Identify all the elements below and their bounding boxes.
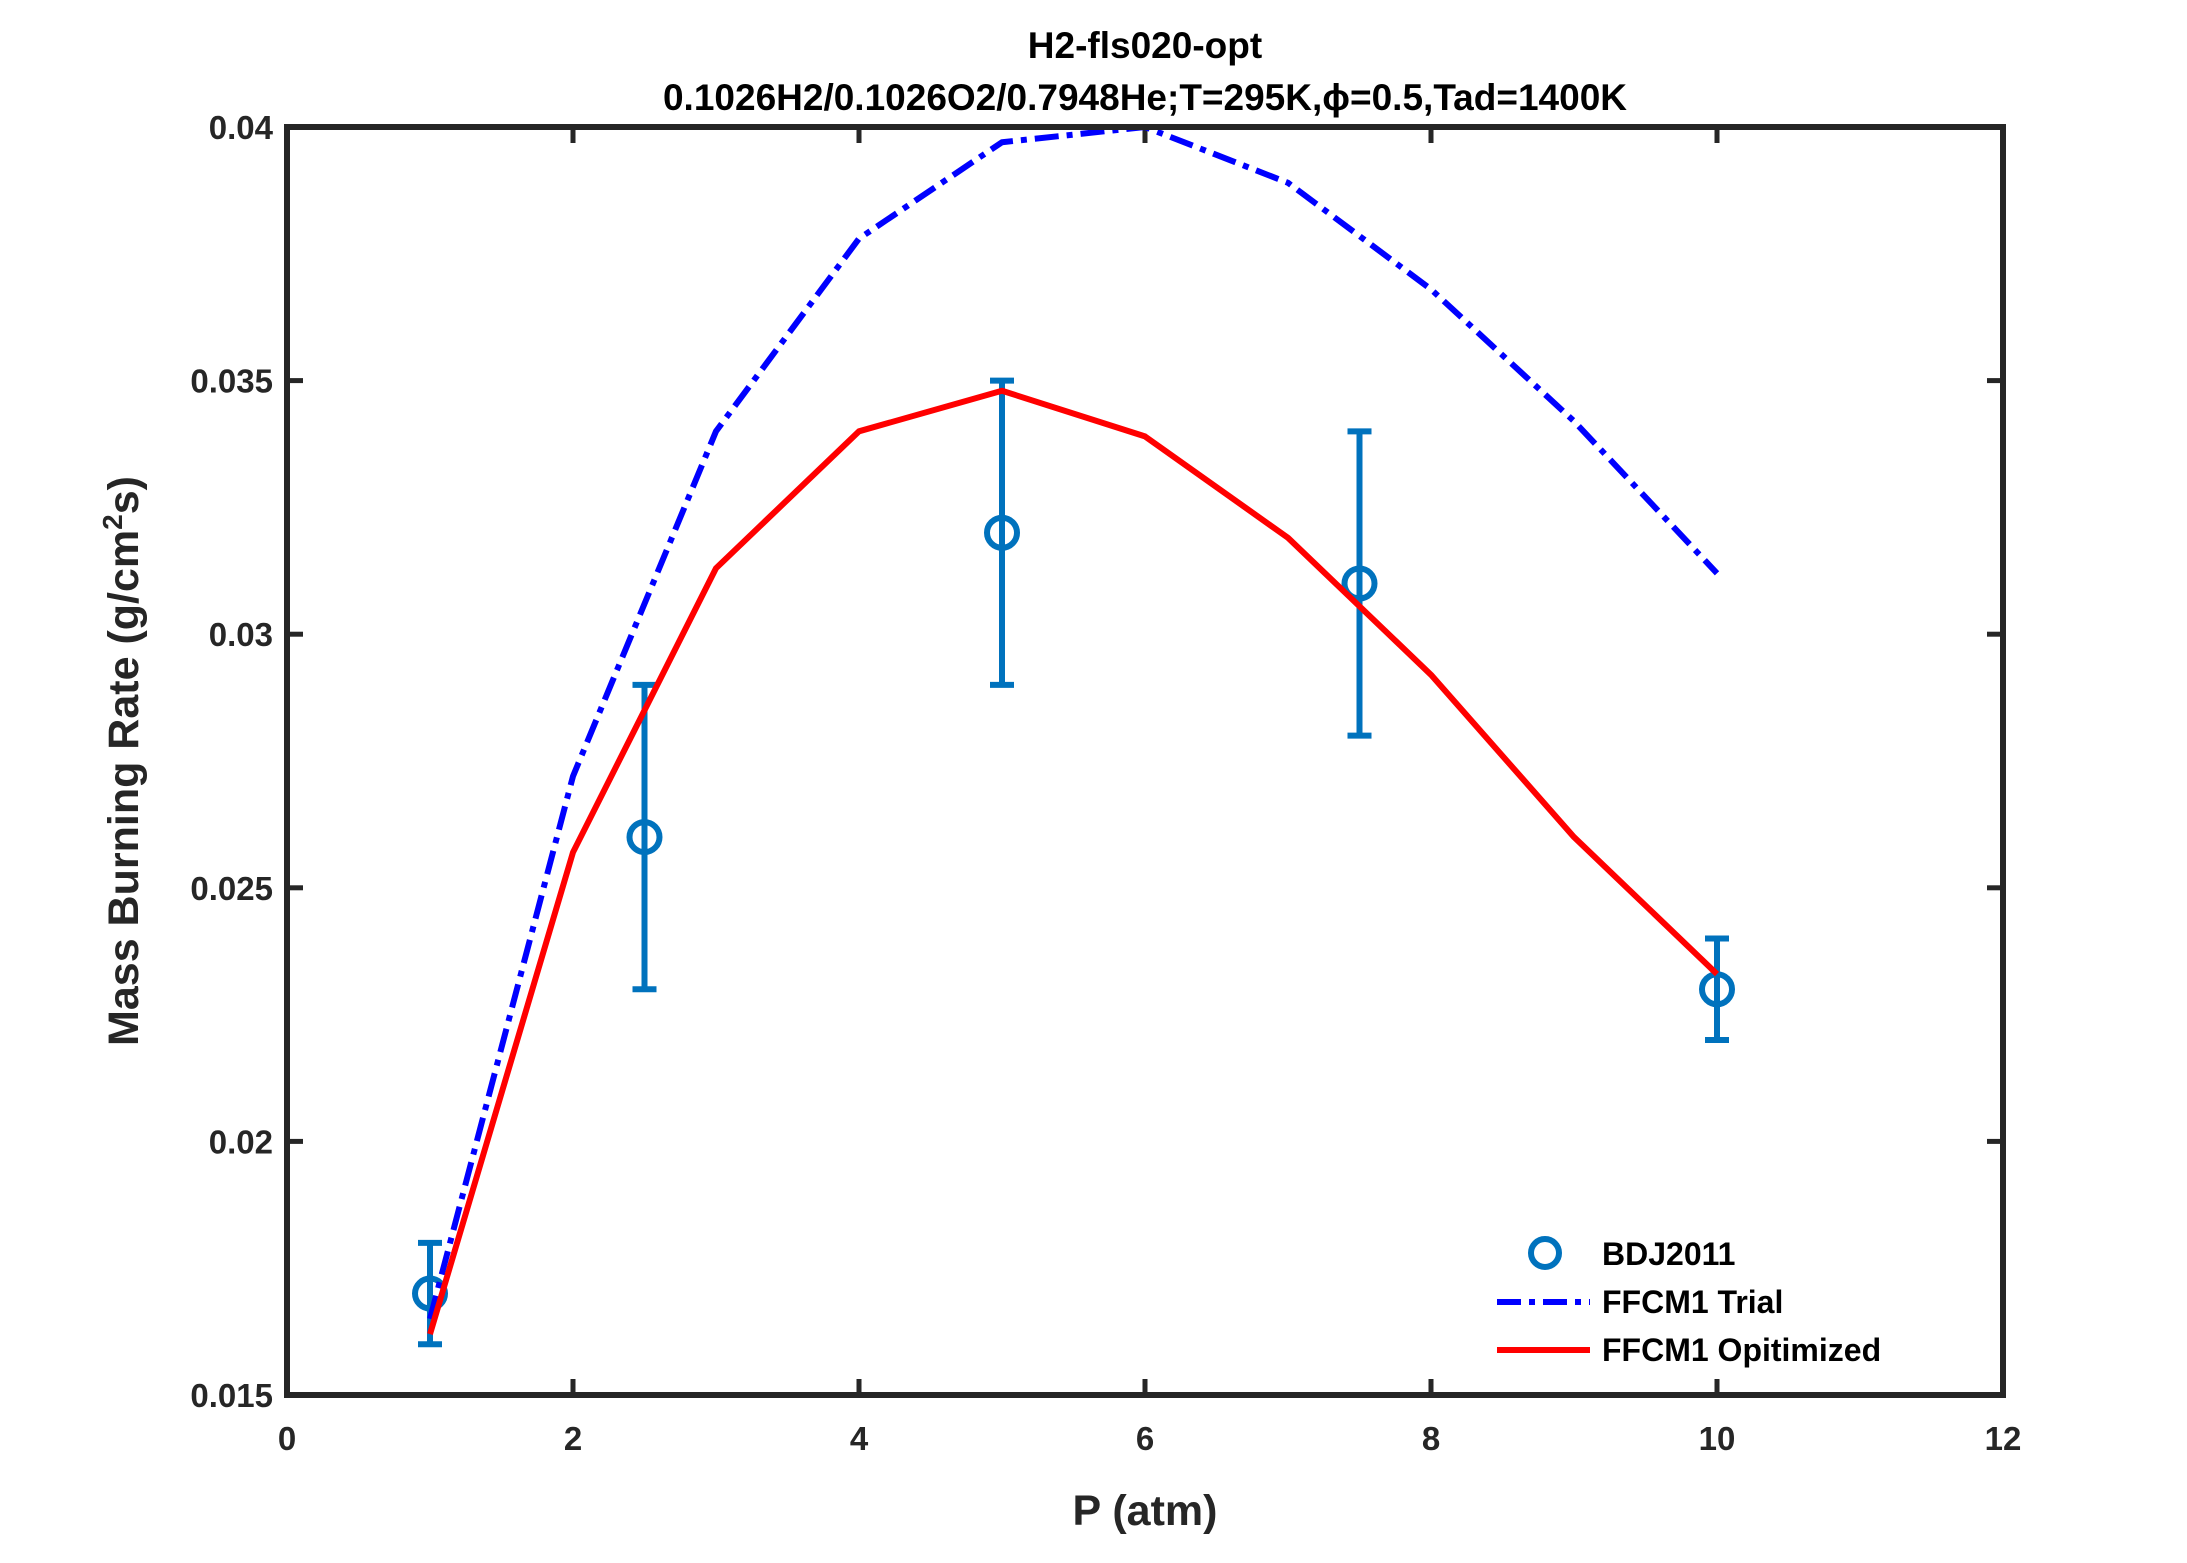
- data-point-bdj2011: [626, 819, 663, 856]
- y-axis-label-sup: 2: [97, 514, 128, 530]
- y-axis-label-end: s): [100, 476, 148, 514]
- chart-subtitle: 0.1026H2/0.1026O2/0.7948He;T=295K,ϕ=0.5,…: [663, 77, 1627, 118]
- y-tick-label: 0.035: [190, 363, 273, 400]
- y-tick-label: 0.02: [209, 1123, 273, 1160]
- data-point-bdj2011: [1699, 971, 1735, 1008]
- x-tick-label: 4: [850, 1420, 869, 1457]
- x-tick-label: 2: [564, 1420, 582, 1457]
- legend-label-optimized: FFCM1 Opitimized: [1602, 1332, 1881, 1368]
- legend: BDJ2011 FFCM1 Trial FFCM1 Opitimized: [1497, 1236, 1881, 1368]
- y-tick-label: 0.025: [190, 870, 273, 907]
- y-tick-label: 0.04: [209, 109, 274, 146]
- x-tick-label: 0: [278, 1420, 296, 1457]
- line-ffcm1-optimized: [427, 387, 1720, 1335]
- legend-label-trial: FFCM1 Trial: [1602, 1284, 1783, 1320]
- x-axis-label: P (atm): [1073, 1487, 1218, 1535]
- data-point-bdj2011: [1341, 565, 1378, 602]
- y-axis-label: Mass Burning Rate (g/cm2s): [97, 476, 148, 1046]
- y-axis-label-main: Mass Burning Rate (g/cm: [100, 530, 148, 1046]
- y-tick-label: 0.015: [190, 1377, 273, 1414]
- x-tick-label: 12: [1985, 1420, 2022, 1457]
- chart-title: H2-fls020-opt: [1028, 25, 1262, 66]
- line-ffcm1-trial: [427, 124, 1720, 1320]
- y-tick-label: 0.03: [209, 616, 273, 653]
- data-point-bdj2011: [984, 514, 1020, 551]
- x-tick-label: 10: [1699, 1420, 1736, 1457]
- legend-marker-bdj2011: [1528, 1236, 1562, 1270]
- legend-label-bdj2011: BDJ2011: [1602, 1236, 1735, 1272]
- x-tick-label: 6: [1136, 1420, 1154, 1457]
- plot-area-frame: [284, 124, 2006, 1398]
- x-tick-label: 8: [1422, 1420, 1440, 1457]
